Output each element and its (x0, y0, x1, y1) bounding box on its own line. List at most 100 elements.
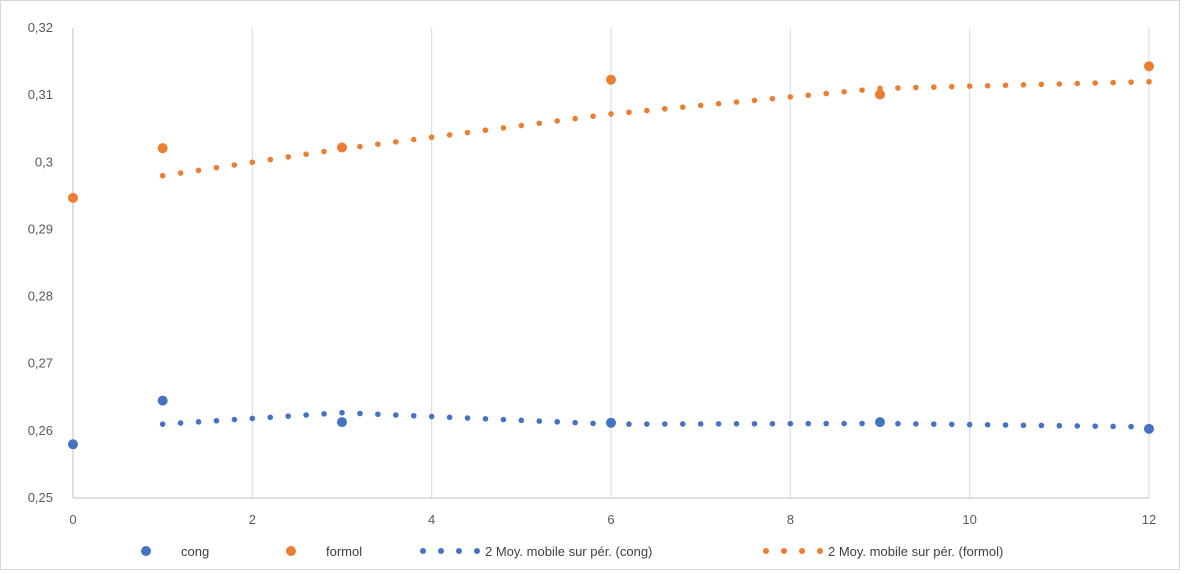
moving-average-dot (446, 132, 453, 138)
moving-average-dot (697, 421, 704, 427)
y-tick-label: 0,27 (28, 356, 53, 371)
moving-average-dot (1038, 81, 1045, 88)
y-tick-label: 0,28 (28, 289, 53, 304)
moving-average-dot (249, 159, 256, 166)
moving-average-dot (1110, 79, 1116, 86)
moving-average-dot (572, 419, 578, 426)
moving-average-dot (931, 84, 937, 90)
moving-average-dot (751, 420, 758, 427)
moving-average-dot (733, 99, 740, 105)
legend-marker (456, 548, 462, 554)
moving-average-dot (518, 417, 525, 424)
moving-average-dot (1038, 422, 1045, 429)
legend-marker (781, 548, 787, 554)
moving-average-dot (877, 85, 883, 92)
gridlines (251, 28, 1150, 498)
moving-average-dot (859, 420, 865, 427)
moving-average-dot (966, 83, 973, 89)
x-tick-labels: 0 2 4 6 8 10 12 (69, 512, 1156, 527)
moving-average-dot (679, 104, 686, 110)
moving-average-dot (339, 146, 345, 152)
moving-average-dot (410, 412, 417, 419)
moving-average-dot (608, 421, 614, 427)
moving-average-dot (984, 82, 991, 89)
moving-average-dot (787, 94, 794, 100)
y-tick-label: 0,3 (35, 154, 53, 169)
moving-average-dot (500, 125, 507, 131)
moving-average-dot (608, 111, 614, 117)
moving-average-dot (554, 419, 560, 425)
moving-average-dot (285, 154, 292, 160)
moving-average-dot (464, 415, 471, 421)
moving-average-dot (357, 143, 363, 150)
moving-average-dot (1146, 78, 1152, 85)
moving-average-dot (697, 102, 704, 109)
moving-average-dot (321, 411, 327, 417)
moving-average-dot (572, 115, 578, 122)
moving-average-dot (877, 420, 883, 427)
data-point (1144, 61, 1154, 72)
moving-average-dot (554, 118, 560, 124)
moving-average-dot (913, 421, 919, 427)
moving-average-dot (231, 416, 238, 423)
moving-average-dot (859, 87, 865, 93)
data-point (68, 439, 78, 450)
moving-average-dot (769, 420, 776, 427)
moving-average-dot (590, 420, 596, 427)
moving-average-dot (428, 413, 435, 420)
moving-average-dot (428, 134, 435, 141)
moving-average-dot (536, 418, 543, 424)
moving-average-dot (984, 422, 991, 428)
moving-average-dot (895, 420, 901, 427)
data-point (68, 192, 78, 203)
moving-average-dot (805, 420, 812, 427)
x-tick-label: 6 (607, 512, 614, 527)
moving-average-dot (733, 421, 740, 427)
moving-average-dot (375, 411, 381, 418)
moving-average-dot (1146, 424, 1152, 430)
moving-average-dot (805, 92, 812, 99)
moving-average-dot (769, 95, 776, 102)
x-tick-label: 12 (1142, 512, 1156, 527)
moving-average-dot (321, 148, 327, 155)
y-tick-labels: 0,25 0,26 0,27 0,28 0,29 0,3 0,31 0,32 (28, 20, 53, 505)
moving-average-dot (931, 421, 937, 427)
moving-average-dot (267, 156, 274, 163)
moving-average-dot (1092, 423, 1098, 429)
moving-average-dot (410, 136, 417, 143)
moving-average-dot (1002, 82, 1009, 89)
moving-average-dot (285, 413, 292, 419)
legend-marker (420, 548, 426, 554)
moving-average-dot (159, 172, 166, 179)
moving-average-dot (393, 139, 399, 145)
moving-average-dot (267, 414, 274, 421)
data-point (606, 74, 616, 85)
moving-average-dot (751, 97, 758, 104)
moving-average-dot (1128, 423, 1134, 430)
moving-average-dot (213, 164, 220, 171)
moving-average-dot (948, 83, 955, 90)
moving-average-dot (1002, 422, 1009, 428)
moving-average-dot (715, 100, 722, 107)
x-tick-label: 8 (787, 512, 794, 527)
moving-average-dot (626, 421, 632, 427)
moving-average-dot (966, 421, 973, 428)
moving-average-dot (1074, 80, 1081, 87)
x-tick-label: 10 (962, 512, 976, 527)
moving-average-dot (679, 421, 686, 427)
axes (72, 28, 1149, 499)
moving-average-dot (1110, 423, 1116, 430)
moving-average-dot (841, 89, 847, 95)
legend-label: 2 Moy. mobile sur pér. (cong) (485, 544, 652, 559)
moving-average-dot (787, 420, 794, 427)
moving-average-dot (1020, 82, 1027, 88)
legend-marker (286, 546, 296, 556)
moving-average-dot (195, 419, 202, 425)
legend-marker (817, 548, 823, 554)
y-tick-label: 0,26 (28, 423, 53, 438)
data-point (875, 89, 885, 100)
moving-average-dot (482, 416, 489, 422)
data-point (157, 143, 168, 154)
